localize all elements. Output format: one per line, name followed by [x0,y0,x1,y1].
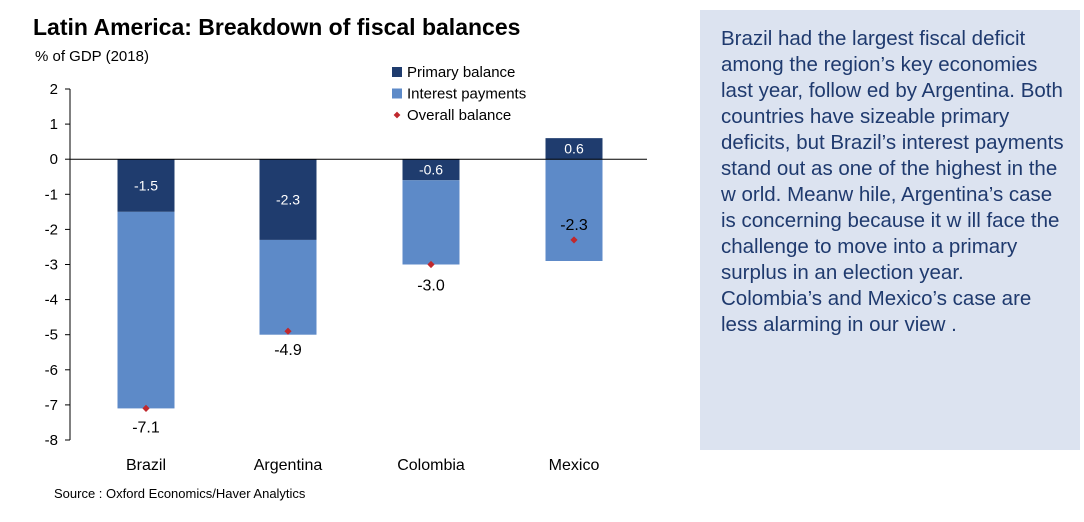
bar-primary-brazil [117,159,175,212]
legend-swatch-primary [392,67,402,77]
category-label-brazil: Brazil [126,457,166,474]
primary-label-brazil: -1.5 [134,178,158,194]
primary-label-argentina: -2.3 [276,192,300,208]
overall-marker-mexico [570,236,578,244]
overall-label-argentina: -4.9 [274,342,302,359]
bar-interest-argentina [259,239,317,335]
chart-subtitle: % of GDP (2018) [35,48,149,65]
bar-interest-colombia [402,180,460,265]
y-tick-label: -5 [45,327,58,344]
primary-label-colombia: -0.6 [419,162,443,178]
legend-swatch-interest [392,88,402,99]
y-tick-label: -2 [45,221,58,238]
legend-label-overall: Overall balance [407,107,511,124]
source-note: Source : Oxford Economics/Haver Analytic… [54,486,306,501]
y-tick-label: 0 [50,151,58,168]
bar-primary-mexico [545,138,603,160]
category-label-colombia: Colombia [397,457,465,474]
chart-title: Latin America: Breakdown of fiscal balan… [33,14,521,40]
bar-primary-argentina [259,159,317,240]
overall-marker-brazil [142,404,150,413]
fiscal-balance-chart: -1.5 -2.3 -0.6 0.6 2 1 0 -1 -2 -3 -4 -5 -6 -7 -8 Brazil… [45,64,647,474]
y-tick-label: -3 [45,257,58,274]
y-tick-label: -7 [45,397,58,414]
overall-marker-colombia [427,260,435,269]
overall-label-brazil: -7.1 [132,419,160,436]
y-tick-label: 1 [50,116,58,133]
y-tick-label: -8 [45,432,58,449]
category-label-mexico: Mexico [549,457,600,474]
overall-marker-argentina [284,327,292,335]
bar-primary-colombia [402,159,460,181]
commentary-box: Brazil had the largest fiscal deficit am… [700,10,1080,450]
legend-marker-overall [393,111,401,119]
y-tick-label: -4 [45,292,58,309]
y-tick-label: -1 [45,186,58,203]
commentary-text: Brazil had the largest fiscal deficit am… [721,27,1064,336]
category-label-argentina: Argentina [254,457,323,474]
primary-label-mexico: 0.6 [564,141,584,157]
overall-label-colombia: -3.0 [417,278,445,295]
y-tick-label: 2 [50,81,58,98]
legend-label-primary: Primary balance [407,64,515,81]
bar-interest-brazil [117,211,175,409]
bar-interest-mexico [545,159,603,261]
legend-label-interest: Interest payments [407,86,526,103]
overall-label-mexico: -2.3 [560,217,588,234]
y-tick-label: -6 [45,362,58,379]
